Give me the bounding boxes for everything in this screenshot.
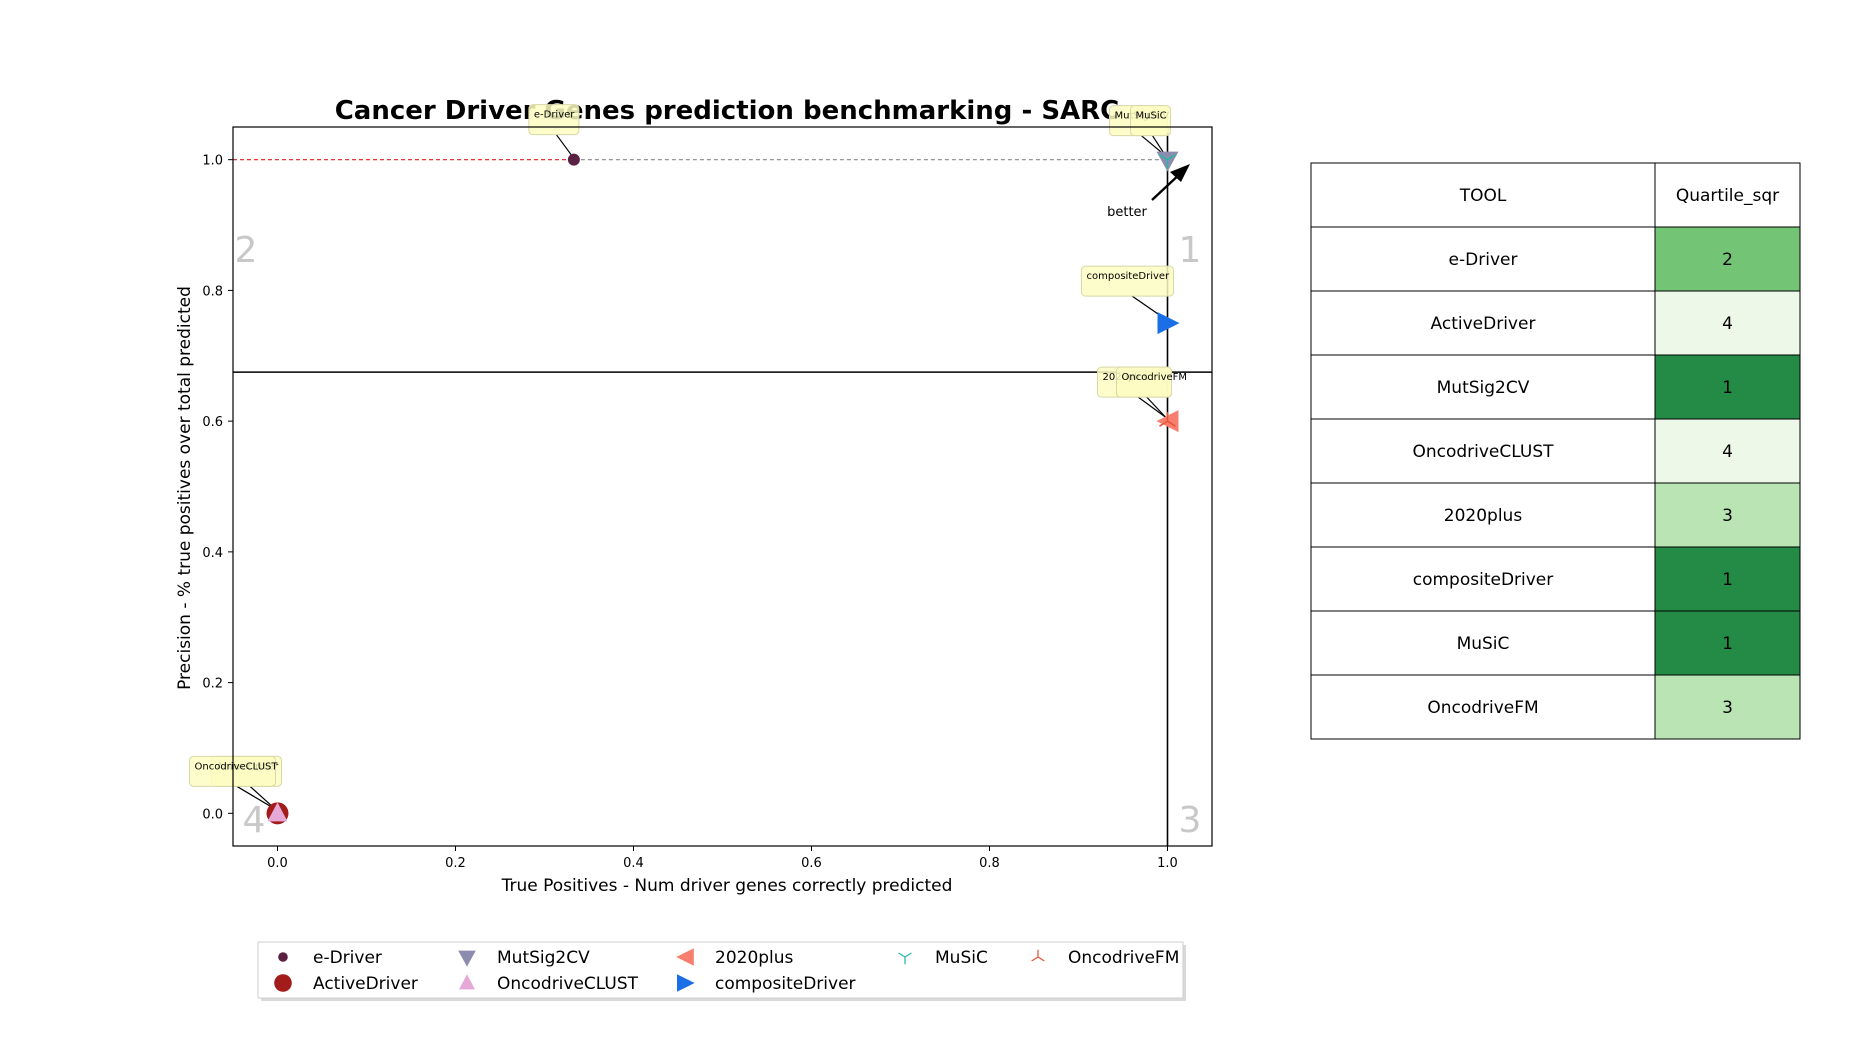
- table-row-quartile-cell: [1654, 482, 1801, 548]
- annotation-label-music: MuSiC: [1136, 111, 1167, 122]
- table-row-tool: OncodriveFM: [1427, 698, 1538, 718]
- table-row-quartile-cell: [1654, 418, 1801, 484]
- table-row-quartile-cell: [1654, 226, 1801, 292]
- table-row-tool-cell: [1310, 482, 1656, 548]
- y-tick-label-2: 0.4: [202, 546, 223, 561]
- legend-marker-activedriver: [274, 974, 292, 992]
- x-tick-label-5: 1.0: [1157, 856, 1178, 871]
- table-row-quartile: 2: [1722, 250, 1733, 270]
- y-tick-label-1: 0.2: [202, 677, 223, 692]
- better-arrow-head: [1170, 164, 1190, 182]
- table-row-tool-cell: [1310, 290, 1656, 356]
- chart-title: Cancer Driver Genes prediction benchmark…: [335, 96, 1120, 126]
- table-row-tool-cell: [1310, 354, 1656, 420]
- table-row-quartile: 1: [1722, 570, 1733, 590]
- legend-marker-music: [898, 952, 912, 965]
- table-row-quartile: 4: [1722, 314, 1733, 334]
- y-axis-label: Precision - % true positives over total …: [175, 286, 195, 690]
- table-row-tool-cell: [1310, 418, 1656, 484]
- legend-marker-mutsig2cv: [458, 950, 476, 967]
- y-tick-label-5: 1.0: [202, 154, 223, 169]
- legend-label-oncodrivefm: OncodriveFM: [1068, 948, 1179, 968]
- legend-label-compositedriver: compositeDriver: [715, 974, 856, 994]
- table-row-tool-cell: [1310, 226, 1656, 292]
- legend-label-2020plus: 2020plus: [715, 948, 794, 968]
- y-tick-label-3: 0.6: [202, 415, 223, 430]
- annotation-label-e-driver: e-Driver: [534, 110, 575, 121]
- point-e-driver: [567, 153, 580, 166]
- legend-marker-e-driver: [278, 952, 288, 962]
- table-row-tool: compositeDriver: [1413, 570, 1554, 590]
- legend-label-music: MuSiC: [935, 948, 988, 968]
- legend-label-mutsig2cv: MutSig2CV: [497, 948, 590, 968]
- quadrant-number-4: 4: [243, 800, 266, 841]
- table-row-quartile: 1: [1722, 634, 1733, 654]
- quadrant-number-1: 1: [1179, 230, 1202, 271]
- annotation-arrow-2020plus: [1137, 396, 1166, 418]
- x-tick-label-0: 0.0: [267, 856, 288, 871]
- annotation-label-compositedriver: compositeDriver: [1087, 271, 1171, 282]
- point-music: [1159, 154, 1176, 169]
- annotation-box-oncodrivefm: [1116, 366, 1172, 398]
- annotation-arrow-oncodriveclust: [236, 785, 276, 810]
- table-row-quartile: 1: [1722, 378, 1733, 398]
- table-row-tool: 2020plus: [1444, 506, 1523, 526]
- annotation-arrow-oncodrivefm: [1146, 396, 1166, 418]
- table-header-quartile: Quartile_sqr: [1676, 186, 1779, 206]
- table-header-tool: TOOL: [1459, 186, 1507, 206]
- quartile-table: TOOL Quartile_sqr e-Driver 2 ActiveDriver 4 Mu…: [1310, 162, 1801, 740]
- x-tick-label-4: 0.8: [979, 856, 1000, 871]
- legend-label-oncodriveclust: OncodriveCLUST: [497, 974, 639, 994]
- legend-label-activedriver: ActiveDriver: [313, 974, 418, 994]
- annotation-label-oncodrivefm: OncodriveFM: [1122, 372, 1188, 383]
- legend-marker-oncodrivefm: [1031, 949, 1045, 962]
- annotation-box-music: [1130, 105, 1171, 137]
- legend: e-Driver ActiveDriver MutSig2CV OncodriveCL…: [257, 941, 1186, 1001]
- plot-frame: [232, 126, 1213, 847]
- point-compositedriver: [1157, 312, 1180, 335]
- table-row-tool: e-Driver: [1449, 250, 1518, 270]
- table-header-cell-tool: [1310, 162, 1656, 228]
- plot-area: 0.0 0.2 0.4 0.6 0.8 1.0 0.0 0.2 0.4 0.6 0.8 1.0 2 1 4 3…: [189, 104, 1213, 871]
- legend-marker-oncodriveclust: [459, 974, 475, 990]
- table-row-tool: MutSig2CV: [1437, 378, 1530, 398]
- y-tick-label-0: 0.0: [202, 807, 223, 822]
- better-label: better: [1107, 205, 1147, 220]
- table-row-quartile-cell: [1654, 290, 1801, 356]
- x-tick-label-3: 0.6: [801, 856, 822, 871]
- table-row-tool: OncodriveCLUST: [1412, 442, 1554, 462]
- table-row-tool-cell: [1310, 546, 1656, 612]
- table-row-quartile: 3: [1722, 698, 1733, 718]
- table-row-tool: ActiveDriver: [1431, 314, 1536, 334]
- table-row-tool: MuSiC: [1457, 634, 1510, 654]
- point-oncodrivefm: [1159, 412, 1176, 427]
- quadrant-number-3: 3: [1179, 800, 1202, 841]
- legend-label-e-driver: e-Driver: [313, 948, 382, 968]
- annotation-label-oncodriveclust: OncodriveCLUST: [195, 761, 279, 772]
- x-tick-label-2: 0.4: [623, 856, 644, 871]
- table-row-quartile: 3: [1722, 506, 1733, 526]
- legend-marker-2020plus: [676, 948, 694, 966]
- y-tick-label-4: 0.8: [202, 284, 223, 299]
- point-oncodriveclust: [267, 802, 288, 822]
- quadrant-number-2: 2: [235, 230, 258, 271]
- table-row-tool-cell: [1310, 610, 1656, 676]
- table-row-quartile-cell: [1654, 610, 1801, 676]
- x-axis-label: True Positives - Num driver genes correc…: [501, 876, 953, 896]
- table-row-quartile-cell: [1654, 546, 1801, 612]
- x-tick-label-1: 0.2: [445, 856, 466, 871]
- legend-marker-compositedriver: [677, 974, 695, 992]
- annotation-arrow-e-driver: [555, 134, 573, 157]
- annotation-box-compositedriver: [1081, 265, 1174, 297]
- legend-box: [257, 941, 1184, 999]
- table-row-quartile: 4: [1722, 442, 1733, 462]
- table-row-quartile-cell: [1654, 674, 1801, 740]
